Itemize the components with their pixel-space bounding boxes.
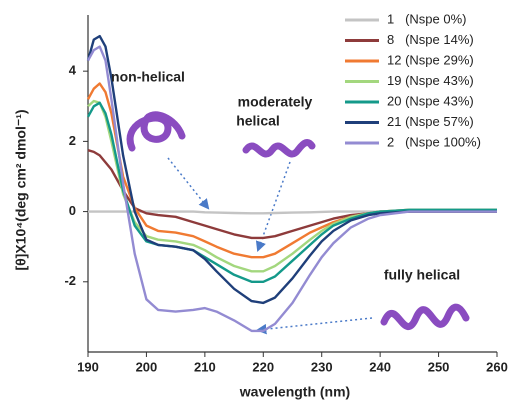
series-line (86, 101, 497, 283)
x-tick-label: 230 (311, 359, 333, 374)
y-tick-label: 2 (69, 133, 76, 148)
annotation: moderately (238, 94, 313, 110)
x-axis-label: wavelength (nm) (239, 384, 350, 400)
legend-label: 19 (Nspe 43%) (387, 73, 474, 88)
legend-label: 12 (Nspe 29%) (387, 52, 474, 67)
y-tick-label: -2 (64, 273, 76, 288)
annotation: non-helical (111, 69, 185, 85)
x-tick-label: 240 (369, 359, 391, 374)
legend-label: 8 (Nspe 14%) (387, 32, 474, 47)
x-tick-label: 210 (194, 359, 216, 374)
y-axis-label: [θ]X10⁴(deg cm² dmol⁻¹) (13, 109, 29, 270)
legend-label: 1 (Nspe 0%) (387, 11, 466, 26)
legend-label: 2 (Nspe 100%) (387, 134, 481, 149)
series-line (88, 210, 497, 215)
series-line (87, 149, 497, 240)
annotation-arrows (167, 157, 373, 335)
annotation: fully helical (384, 267, 460, 283)
y-tick-label: 0 (69, 203, 76, 218)
legend-label: 21 (Nspe 57%) (387, 114, 474, 129)
legend-label: 20 (Nspe 43%) (387, 93, 474, 108)
annotation: helical (236, 113, 280, 129)
series-line (86, 34, 497, 305)
helix-icons (126, 111, 470, 330)
x-tick-label: 190 (77, 359, 99, 374)
x-tick-label: 220 (252, 359, 274, 374)
x-tick-label: 260 (486, 359, 508, 374)
x-tick-label: 200 (136, 359, 158, 374)
y-tick-label: 4 (69, 63, 77, 78)
x-tick-label: 250 (428, 359, 450, 374)
series-line (86, 45, 497, 333)
